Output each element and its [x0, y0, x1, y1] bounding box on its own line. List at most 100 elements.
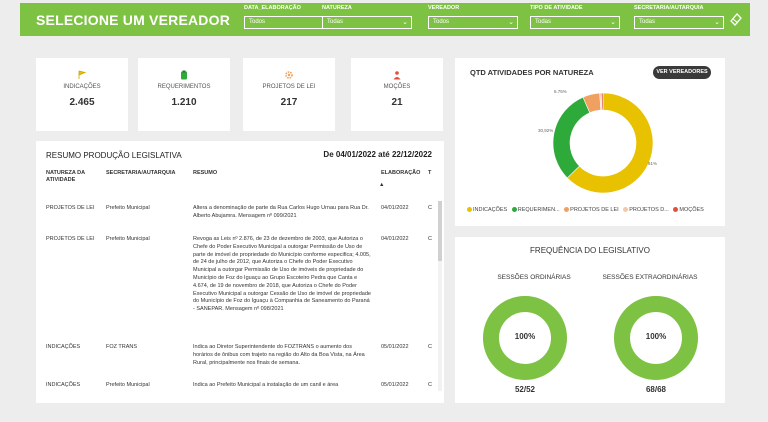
- page-title: SELECIONE UM VEREADOR: [36, 12, 230, 28]
- date-to: 22/12/2022: [391, 150, 432, 159]
- donut-chart: 6.75% 30,92% 61%: [538, 89, 657, 194]
- ring-extraordinarias: [614, 296, 698, 380]
- frequencia-title: FREQUÊNCIA DO LEGISLATIVO: [530, 246, 650, 255]
- filter-secretaria: SECRETARIA/AUTARQUIA Todas ⌄: [634, 4, 724, 34]
- legend-dot: [564, 207, 570, 213]
- sessoes-ordinarias-count: 52/52: [514, 385, 536, 394]
- cell-secretaria: FOZ TRANS: [106, 344, 138, 350]
- ver-vereadores-button[interactable]: VER VEREADORES: [653, 66, 711, 79]
- cell-natureza: INDICAÇÕES: [46, 344, 81, 350]
- filter-data-elaboracao: DATA_ELABORAÇÃO Todos⌄: [244, 4, 334, 34]
- cell-elaboracao: 05/01/2022: [381, 382, 409, 388]
- chevron-down-icon: ⌄: [508, 19, 514, 26]
- table-scrollbar[interactable]: [438, 201, 442, 391]
- filter-secretaria-select[interactable]: Todas ⌄: [634, 16, 724, 29]
- date-range: De 04/01/2022 até 22/12/2022: [323, 150, 432, 159]
- filter-tipo-atividade: TIPO DE ATIVIDADE Todas ⌄: [530, 4, 620, 34]
- filter-label: TIPO DE ATIVIDADE: [530, 5, 583, 11]
- ring-fill: [483, 296, 567, 380]
- flag-icon: [78, 70, 87, 79]
- clipboard-icon: [181, 70, 187, 80]
- people-icon: [393, 71, 401, 80]
- kpi-card-requerimentos: REQUERIMENTOS 1.210: [138, 58, 230, 131]
- column-header-elaboracao[interactable]: ELABORAÇÃO: [381, 170, 421, 176]
- donut-chart-card: QTD ATIVIDADES POR NATUREZA VER VEREADOR…: [455, 58, 725, 226]
- legend-dot: [511, 207, 517, 213]
- filter-vereador: VEREADOR Todos ⌄: [428, 4, 518, 34]
- date-from: De 04/01/2022: [323, 150, 376, 159]
- filter-label: SECRETARIA/AUTARQUIA: [634, 5, 704, 11]
- cell-resumo: Indica ao Diretor Superintendente do FOZ…: [193, 344, 365, 366]
- column-header-extra[interactable]: T: [428, 170, 432, 176]
- legend-dot: [467, 207, 472, 213]
- chart-legend: INDICAÇÕES REQUERIMEN... PROJETOS DE LEI…: [467, 207, 707, 213]
- filter-natureza-select[interactable]: Todas ⌄: [322, 16, 412, 29]
- clear-filters-icon[interactable]: [728, 11, 744, 27]
- slice-label-projetos: 6.75%: [554, 89, 567, 94]
- table-title: RESUMO PRODUÇÃO LEGISLATIVA: [46, 151, 182, 160]
- kpi-value: 1.210: [171, 97, 197, 108]
- donut-slice-0[interactable]: [566, 92, 654, 194]
- filter-label: VEREADOR: [428, 5, 460, 11]
- slice-label-indicacoes: 61%: [648, 161, 657, 166]
- legend-item[interactable]: PROJETOS DE LEI: [564, 207, 619, 213]
- legend-dot: [623, 207, 629, 213]
- legend-item[interactable]: REQUERIMEN...: [511, 207, 560, 213]
- chevron-down-icon: ⌄: [402, 19, 408, 26]
- sessoes-extraordinarias-label: SESSÕES EXTRAORDINÁRIAS: [602, 274, 698, 281]
- date-separator: até: [378, 150, 390, 159]
- kpi-label: MOÇÕES: [383, 84, 411, 90]
- legend-item[interactable]: PROJETOS D...: [623, 207, 669, 213]
- donut-slice-1[interactable]: [552, 96, 591, 179]
- legend-dot: [673, 207, 679, 213]
- cell-secretaria: Prefeito Municipal: [106, 236, 150, 242]
- legend-label: MOÇÕES: [679, 207, 704, 213]
- legend-item[interactable]: INDICAÇÕES: [467, 207, 507, 213]
- cell-resumo: Revoga as Leis nº 2.876, de 23 de dezemb…: [193, 236, 371, 313]
- filter-value: Todas: [327, 19, 344, 25]
- kpi-value: 21: [391, 97, 403, 108]
- filter-label: NATUREZA: [322, 5, 352, 11]
- kpi-label: REQUERIMENTOS: [157, 84, 211, 90]
- ring-ordinarias: [483, 296, 567, 380]
- cell-extra: C: [428, 382, 432, 388]
- kpi-card-indicacoes: INDICAÇÕES 2.465: [36, 58, 128, 131]
- kpi-value: 217: [280, 97, 298, 108]
- frequencia-card: FREQUÊNCIA DO LEGISLATIVO SESSÕES ORDINÁ…: [455, 237, 725, 403]
- filter-value: Todos: [433, 19, 450, 25]
- cell-natureza: INDICAÇÕES: [46, 382, 81, 388]
- ring-percent-extraordinarias: 100%: [645, 332, 667, 341]
- column-header-natureza[interactable]: NATUREZA DA ATIVIDADE: [46, 170, 85, 183]
- kpi-label: INDICAÇÕES: [63, 84, 101, 90]
- kpi-card-projetos-de-lei: PROJETOS DE LEI 217: [243, 58, 335, 131]
- sessoes-extraordinarias-count: 68/68: [645, 385, 667, 394]
- filter-value: Todas: [535, 19, 552, 25]
- chevron-down-icon: ⌄: [714, 19, 720, 26]
- cell-extra: C: [428, 205, 432, 211]
- cell-resumo: Altera a denominação de parte da Rua Car…: [193, 205, 369, 219]
- legend-item[interactable]: MOÇÕES: [673, 207, 704, 213]
- ring-fill: [614, 296, 698, 380]
- chart-title: QTD ATIVIDADES POR NATUREZA: [470, 68, 594, 77]
- column-header-secretaria[interactable]: SECRETARIA/AUTARQUIA: [106, 170, 176, 176]
- filter-value: Todas: [639, 19, 656, 25]
- scrollbar-thumb[interactable]: [438, 201, 442, 261]
- table-header: NATUREZA DA ATIVIDADE SECRETARIA/AUTARQU…: [46, 168, 438, 194]
- slice-label-requerimentos: 30,92%: [538, 128, 553, 133]
- legend-label: PROJETOS DE LEI: [570, 207, 619, 213]
- filter-tipo-atividade-select[interactable]: Todas ⌄: [530, 16, 620, 29]
- ring-percent-ordinarias: 100%: [514, 332, 536, 341]
- sessoes-ordinarias-label: SESSÕES ORDINÁRIAS: [497, 274, 571, 281]
- legend-label: REQUERIMEN...: [517, 207, 560, 213]
- cell-secretaria: Prefeito Municipal: [106, 382, 150, 388]
- cell-extra: C: [428, 344, 432, 350]
- filter-vereador-select[interactable]: Todos ⌄: [428, 16, 518, 29]
- cell-extra: C: [428, 236, 432, 242]
- kpi-value: 2.465: [69, 97, 95, 108]
- sort-arrow-icon[interactable]: ▲: [379, 182, 385, 188]
- legend-label: PROJETOS D...: [629, 207, 669, 213]
- column-header-resumo[interactable]: RESUMO: [193, 170, 218, 176]
- cell-elaboracao: 05/01/2022: [381, 344, 409, 350]
- filter-data-elaboracao-select[interactable]: Todos⌄: [244, 16, 334, 29]
- donut-slice-4[interactable]: [601, 92, 604, 111]
